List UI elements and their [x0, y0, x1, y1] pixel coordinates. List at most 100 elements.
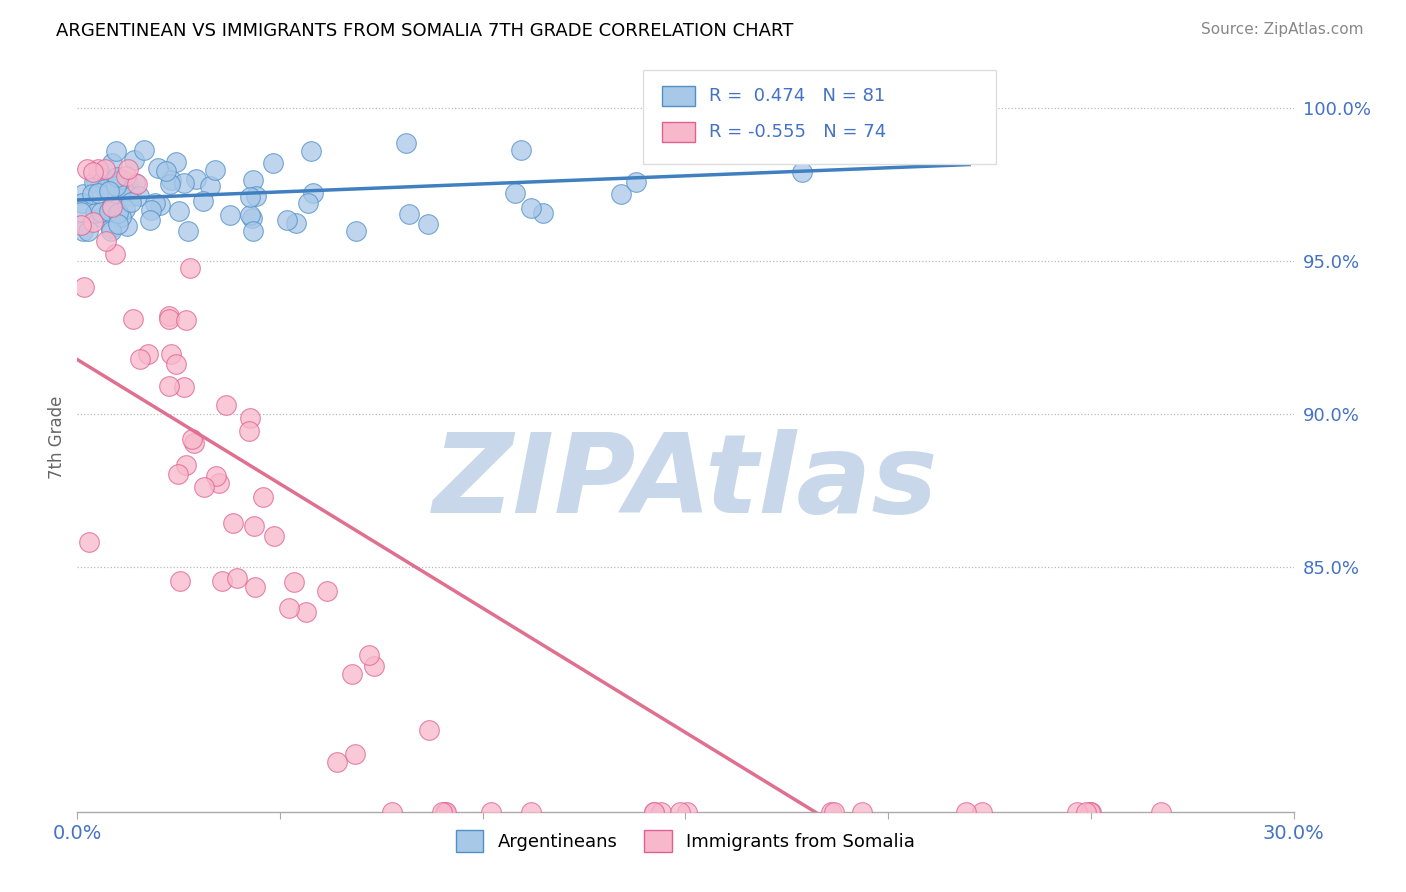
Point	[129, 352, 152, 367]
Point	[434, 805, 457, 819]
Point	[91, 210, 114, 224]
Point	[204, 163, 226, 178]
Point	[72, 224, 94, 238]
Point	[111, 172, 134, 186]
Point	[159, 177, 181, 191]
Point	[94, 234, 117, 248]
Point	[285, 216, 308, 230]
Text: R =  0.474   N = 81: R = 0.474 N = 81	[709, 87, 884, 105]
Point	[174, 312, 197, 326]
Point	[160, 347, 183, 361]
Point	[650, 805, 672, 819]
Point	[394, 136, 416, 151]
Legend: Argentineans, Immigrants from Somalia: Argentineans, Immigrants from Somalia	[449, 822, 922, 859]
Point	[970, 805, 993, 819]
Point	[77, 535, 100, 549]
Point	[169, 574, 191, 588]
Point	[325, 756, 347, 770]
Point	[790, 165, 813, 179]
Point	[252, 490, 274, 504]
Point	[98, 184, 121, 198]
Point	[114, 202, 136, 216]
Point	[505, 186, 527, 200]
Point	[242, 224, 264, 238]
Point	[363, 659, 385, 673]
Point	[115, 219, 138, 234]
Point	[122, 153, 145, 167]
Point	[125, 178, 148, 192]
Point	[104, 247, 127, 261]
Point	[183, 436, 205, 450]
Point	[855, 98, 877, 112]
Point	[669, 805, 692, 819]
Point	[520, 202, 543, 216]
Point	[193, 480, 215, 494]
Point	[110, 210, 132, 224]
Point	[70, 205, 93, 219]
Point	[72, 186, 94, 201]
Point	[155, 164, 177, 178]
Point	[128, 189, 150, 203]
Point	[70, 218, 93, 232]
Point	[105, 169, 128, 184]
Point	[416, 217, 439, 231]
Point	[177, 224, 200, 238]
Point	[83, 175, 105, 189]
Point	[245, 189, 267, 203]
Point	[174, 458, 197, 472]
Point	[173, 380, 195, 394]
Point	[100, 200, 122, 214]
Point	[115, 169, 138, 184]
Text: ZIPAtlas: ZIPAtlas	[433, 428, 938, 535]
Point	[676, 805, 699, 819]
Point	[82, 165, 104, 179]
Point	[1080, 805, 1102, 819]
Point	[239, 208, 262, 222]
Point	[89, 166, 111, 180]
Point	[263, 529, 285, 543]
Point	[149, 198, 172, 212]
Point	[262, 156, 284, 170]
Point	[624, 175, 647, 189]
Point	[157, 379, 180, 393]
Point	[215, 398, 238, 412]
Point	[1076, 805, 1098, 819]
Point	[520, 805, 543, 819]
Point	[107, 206, 129, 220]
FancyBboxPatch shape	[662, 86, 695, 106]
Point	[218, 208, 240, 222]
Point	[100, 224, 122, 238]
Point	[72, 195, 94, 210]
Point	[242, 173, 264, 187]
Point	[105, 179, 128, 194]
FancyBboxPatch shape	[643, 70, 995, 163]
Point	[239, 410, 262, 425]
Point	[117, 162, 139, 177]
Point	[120, 188, 142, 202]
Point	[105, 145, 128, 159]
Point	[299, 144, 322, 158]
Point	[73, 280, 96, 294]
Point	[198, 179, 221, 194]
Point	[340, 666, 363, 681]
Point	[136, 346, 159, 360]
Point	[124, 176, 146, 190]
Point	[80, 186, 103, 201]
Point	[87, 162, 110, 177]
Point	[120, 194, 142, 209]
Point	[531, 206, 554, 220]
Point	[76, 224, 98, 238]
Point	[100, 221, 122, 235]
Point	[357, 648, 380, 662]
Point	[98, 204, 121, 219]
Text: R = -0.555   N = 74: R = -0.555 N = 74	[709, 123, 886, 141]
Point	[107, 217, 129, 231]
Point	[238, 424, 260, 438]
Point	[610, 186, 633, 201]
Point	[344, 224, 367, 238]
Point	[1066, 805, 1088, 819]
Point	[418, 723, 440, 737]
Point	[344, 747, 367, 761]
Point	[398, 207, 420, 221]
Point	[955, 805, 977, 819]
